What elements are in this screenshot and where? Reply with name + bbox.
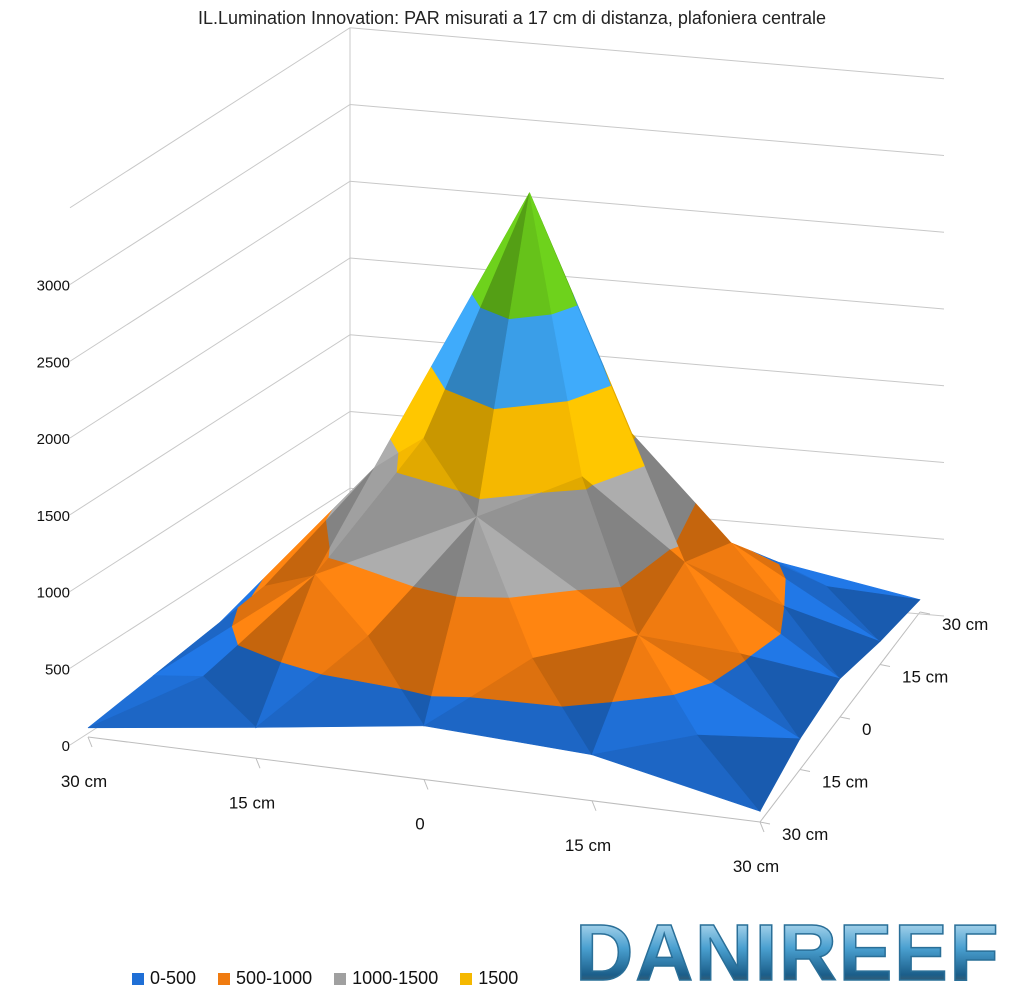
surface-facet (826, 586, 921, 642)
y-tick-mark (759, 821, 771, 825)
legend-label: 1000-1500 (352, 968, 439, 988)
danireef-logo: DANIREEF (575, 907, 1001, 998)
legend-label: 0-500 (150, 968, 197, 988)
surface-facet (567, 385, 645, 486)
x-tick-mark (423, 779, 429, 790)
gridline (69, 410, 945, 592)
gridline (69, 487, 945, 669)
surface-facet (631, 433, 636, 440)
legend-label: 1500 (478, 968, 519, 988)
surface-facet (696, 734, 801, 812)
y-tick-label: 0 (862, 720, 871, 739)
z-tick-label: 2500 (37, 354, 70, 371)
y-tick-mark (839, 716, 851, 720)
gridline (69, 103, 945, 285)
z-tick-label: 0 (62, 738, 70, 755)
x-tick-label: 15 cm (565, 836, 611, 855)
x-tick-mark (255, 758, 261, 769)
legend-label: 500-1000 (236, 968, 313, 988)
y-tick-label: 15 cm (822, 773, 868, 792)
gridline (69, 334, 945, 516)
x-tick-label: 30 cm (61, 772, 107, 791)
gridline (69, 27, 945, 209)
legend-item: 500-1000 (218, 968, 312, 989)
legend-item: 1500 (460, 968, 518, 989)
z-tick-label: 500 (45, 661, 70, 678)
y-tick-label: 15 cm (902, 668, 948, 687)
legend-item: 0-500 (132, 968, 196, 989)
legend-swatch (334, 972, 347, 985)
surface-facet (321, 635, 402, 690)
z-tick-label: 1000 (37, 585, 70, 602)
y-axis-ticks: 30 cm 15 cm 0 15 cm 30 cm (759, 611, 988, 844)
y-tick-mark (799, 769, 811, 772)
gridline (69, 180, 945, 362)
y-tick-label: 30 cm (942, 615, 988, 634)
legend-swatch (132, 972, 144, 985)
chart-title: IL.Lumination Innovation: PAR misurati a… (197, 8, 826, 28)
surface-facet (87, 676, 257, 729)
watermark-text: DANIREEF (576, 908, 1001, 997)
y-tick-mark (879, 664, 891, 667)
legend-swatch (218, 972, 231, 985)
legend-swatch (460, 972, 473, 985)
x-tick-label: 30 cm (733, 857, 779, 876)
surface-facet (740, 653, 751, 661)
x-tick-mark (87, 736, 93, 748)
z-tick-label: 3000 (37, 278, 70, 295)
legend-item: 1000-1500 (334, 968, 438, 989)
z-tick-label: 2000 (37, 431, 70, 448)
z-axis-ticks: 0 500 1000 1500 2000 2500 3000 (37, 278, 70, 756)
surface-plot (87, 192, 921, 812)
gridline (69, 257, 945, 439)
danireef-watermark: DANIREEF (566, 907, 1010, 1000)
x-tick-mark (759, 821, 765, 833)
surface-facet (612, 634, 674, 703)
y-tick-label: 30 cm (782, 825, 828, 844)
surface-facet (456, 515, 509, 598)
x-tick-label: 15 cm (229, 793, 275, 812)
x-tick-mark (591, 800, 597, 811)
z-tick-label: 1500 (37, 508, 70, 525)
surface-facet (581, 475, 593, 490)
y-tick-mark (919, 611, 931, 615)
surface-facet (783, 605, 881, 680)
x-tick-label: 0 (415, 815, 424, 834)
chart-legend: 0-500 500-1000 1000-1500 1500 (132, 968, 518, 989)
surface-facet (529, 192, 544, 228)
x-axis-ticks: 30 cm 15 cm 0 15 cm 30 cm (61, 736, 779, 876)
